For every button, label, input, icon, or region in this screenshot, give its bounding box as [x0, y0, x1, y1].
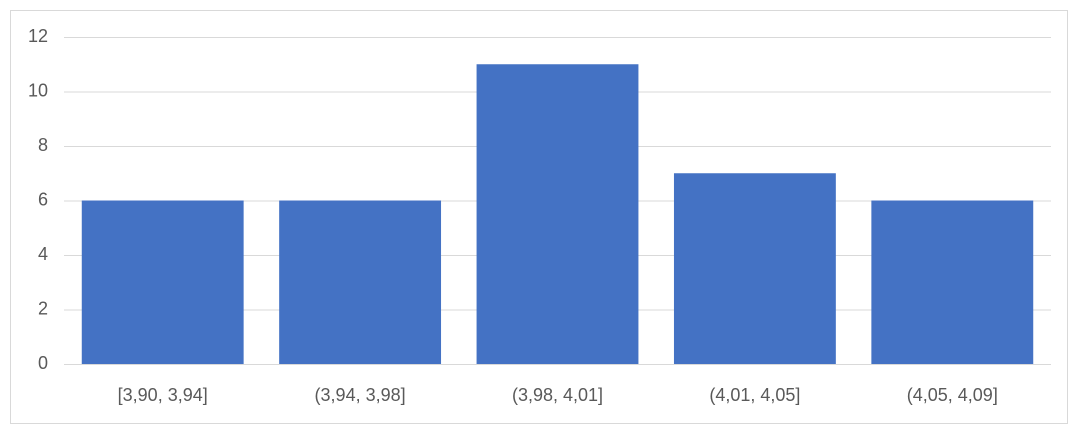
y-tick-label: 4 [38, 244, 48, 264]
y-tick-label: 12 [28, 26, 48, 46]
y-tick-label: 10 [28, 80, 48, 100]
bar [81, 200, 244, 364]
x-tick-label: (3,94, 3,98] [315, 385, 406, 405]
y-tick-label: 6 [38, 189, 48, 209]
x-tick-label: [3,90, 3,94] [118, 385, 208, 405]
y-tick-label: 0 [38, 353, 48, 373]
bar [871, 200, 1034, 364]
x-tick-label: (3,98, 4,01] [512, 385, 603, 405]
x-tick-label: (4,05, 4,09] [907, 385, 998, 405]
x-tick-label: (4,01, 4,05] [709, 385, 800, 405]
bar [279, 200, 442, 364]
y-tick-label: 2 [38, 298, 48, 318]
bar [476, 64, 639, 364]
bar [673, 173, 836, 364]
y-tick-label: 8 [38, 135, 48, 155]
